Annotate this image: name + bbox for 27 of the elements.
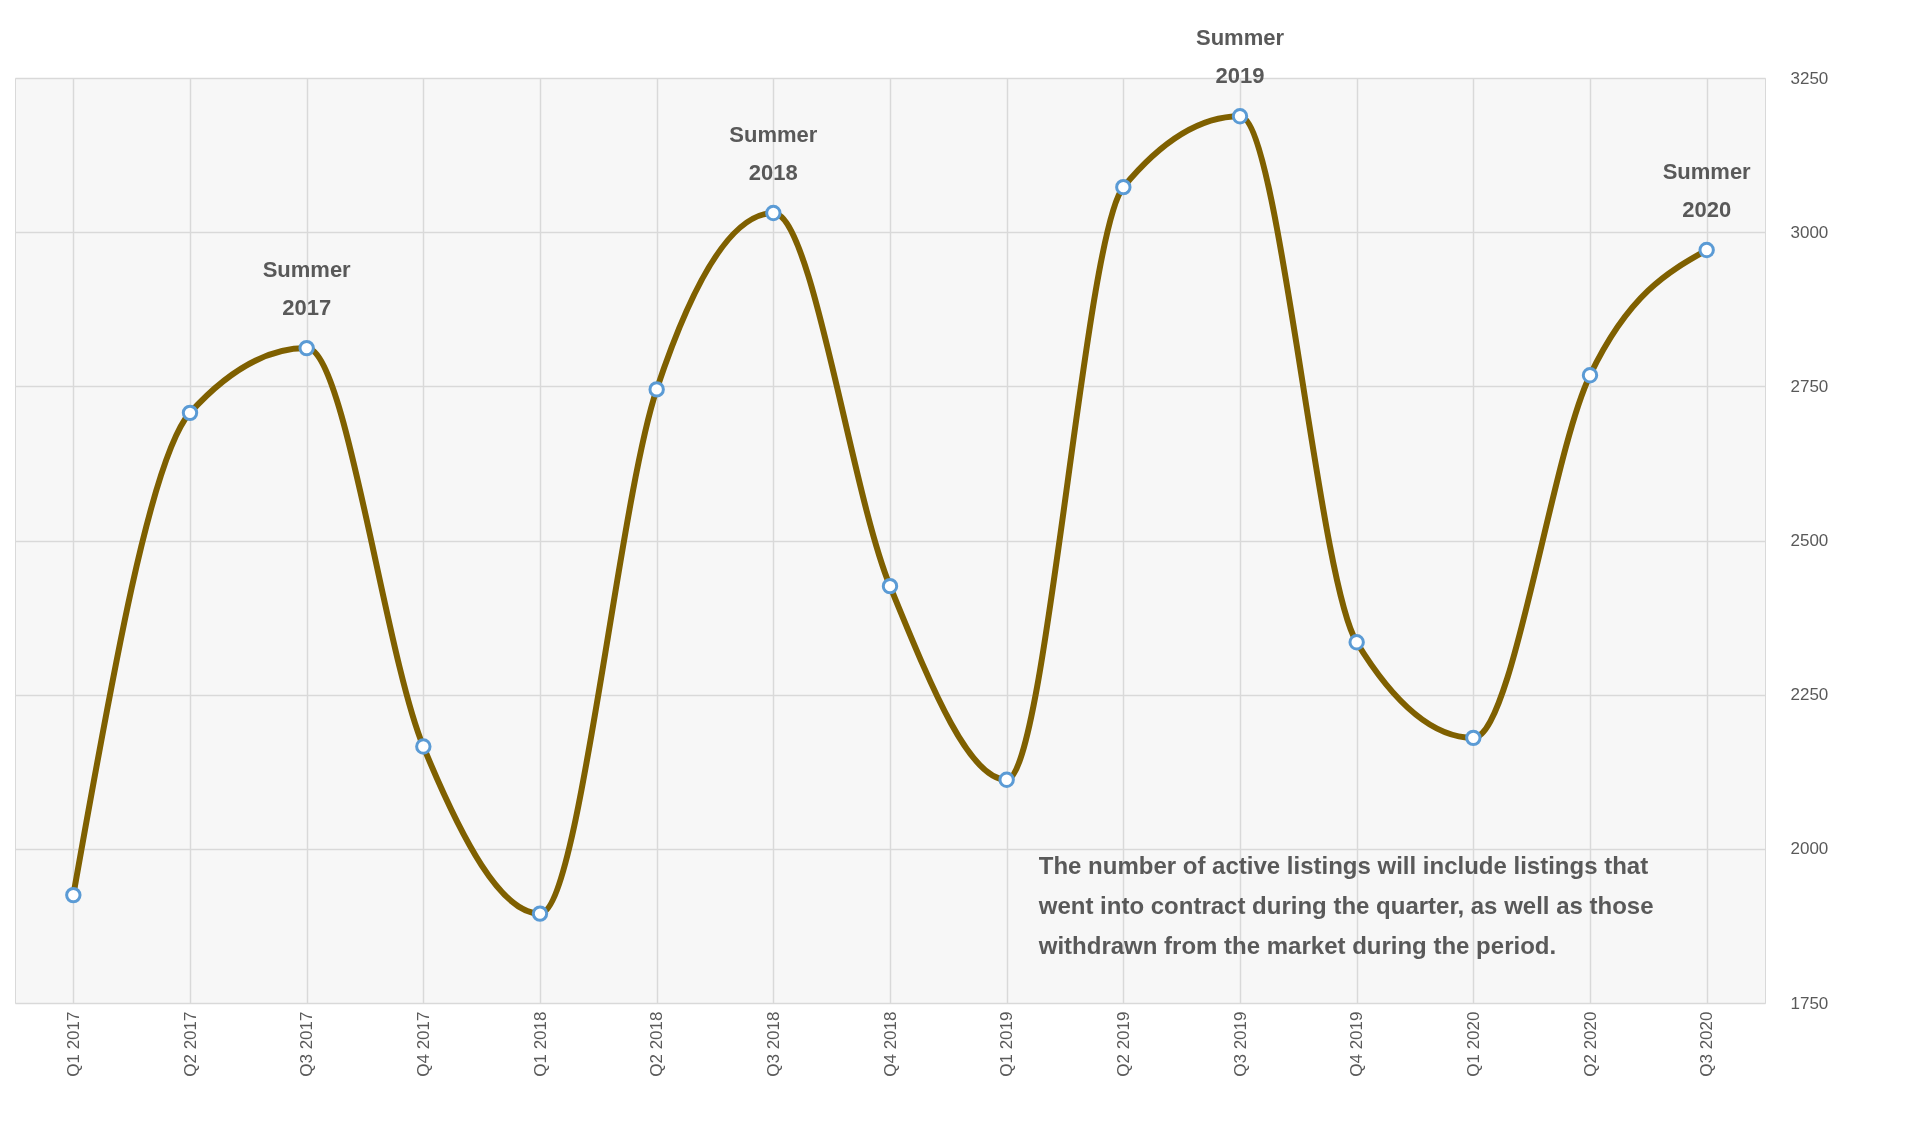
- x-tick-label: Q4 2019: [1347, 1011, 1367, 1077]
- y-tick-label: 3250: [1790, 68, 1829, 88]
- x-tick-label: Q3 2019: [1230, 1011, 1250, 1077]
- x-tick-label: Q4 2018: [880, 1011, 900, 1077]
- x-tick-label: Q3 2018: [763, 1011, 783, 1077]
- annotation: Summer 2019: [1195, 25, 1285, 89]
- x-tick-label: Q1 2019: [997, 1011, 1017, 1077]
- x-tick-label: Q2 2018: [647, 1011, 667, 1077]
- x-tick-label: Q4 2017: [413, 1011, 433, 1077]
- annotation: Summer 2017: [262, 257, 352, 321]
- annotation: Summer 2018: [729, 122, 818, 186]
- y-tick-label: 2000: [1790, 839, 1829, 859]
- annotation: Summer 2020: [1662, 159, 1752, 223]
- x-tick-label: Q3 2020: [1697, 1011, 1717, 1077]
- y-tick-label: 2750: [1790, 376, 1829, 396]
- x-tick-label: Q2 2019: [1113, 1011, 1133, 1077]
- y-tick-label: 3000: [1790, 222, 1829, 242]
- y-tick-label: 1750: [1790, 993, 1829, 1013]
- x-tick-label: Q1 2017: [63, 1011, 83, 1077]
- y-tick-label: 2250: [1790, 685, 1829, 705]
- annotation: The number of active listings will include listings that went into contract during the quarter, as well as those withdrawn from the market during the period.: [1037, 852, 1654, 959]
- y-tick-label: 2500: [1790, 531, 1829, 550]
- x-tick-label: Q2 2017: [180, 1011, 200, 1077]
- x-tick-label: Q2 2020: [1580, 1011, 1600, 1077]
- x-tick-label: Q1 2018: [530, 1011, 550, 1077]
- x-tick-label: Q1 2020: [1463, 1011, 1483, 1077]
- x-tick-label: Q3 2017: [297, 1011, 317, 1077]
